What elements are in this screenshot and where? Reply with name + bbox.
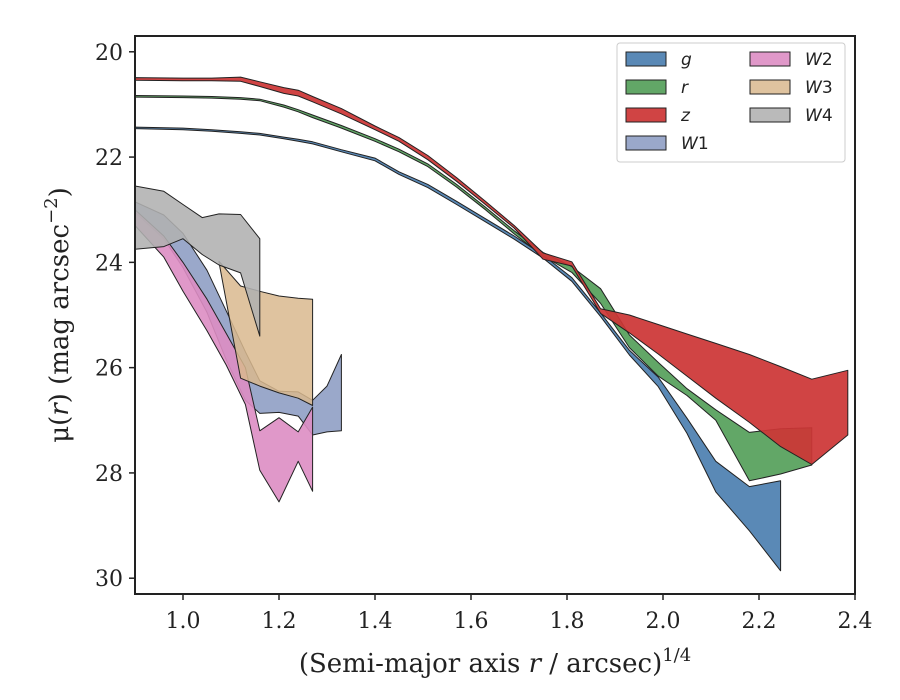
band-w2 (135, 209, 314, 503)
legend: grz W1 W2 W3 W4 (616, 42, 846, 163)
legend-label-w3: W3 (805, 78, 833, 98)
legend-swatch-w3 (749, 79, 791, 95)
y-axis-title: μ(r) (mag arcsec−2) (41, 187, 75, 443)
legend-swatch-w2 (749, 51, 791, 67)
x-tick-label: 1.0 (166, 609, 201, 634)
y-axis: 20 22 24 26 28 30 (95, 41, 135, 592)
y-tick-label: 24 (95, 251, 123, 276)
y-tick-label: 22 (95, 146, 123, 171)
legend-swatch-w4 (749, 107, 791, 123)
x-tick-label: 1.8 (550, 609, 585, 634)
legend-label-w4: W4 (805, 106, 833, 126)
band-z (135, 76, 849, 465)
legend-label-z: z (680, 106, 691, 126)
x-tick-label: 1.4 (358, 609, 393, 634)
x-tick-label: 1.6 (454, 609, 489, 634)
band-g (135, 126, 782, 572)
legend-label-w1: W1 (681, 134, 709, 154)
bands-layer (135, 76, 849, 572)
legend-swatch-z (625, 107, 667, 123)
plot-frame (134, 35, 856, 595)
legend-label-r: r (681, 78, 689, 98)
legend-swatch-g (625, 51, 667, 67)
legend-swatch-w1 (625, 135, 667, 151)
x-tick-label: 2.2 (742, 609, 777, 634)
band-w3 (218, 260, 314, 406)
y-tick-label: 28 (95, 462, 123, 487)
legend-label-w2: W2 (805, 50, 833, 70)
x-tick-label: 2.0 (646, 609, 681, 634)
x-axis-title: (Semi-major axis r / arcsec)1/4 (299, 645, 691, 679)
y-tick-label: 20 (95, 41, 123, 66)
x-axis: 1.0 1.2 1.4 1.6 1.8 2.0 2.2 2.4 (166, 594, 873, 634)
legend-swatch-r (625, 79, 667, 95)
legend-label-g: g (681, 50, 692, 70)
legend-frame (616, 42, 846, 163)
y-tick-label: 26 (95, 357, 123, 382)
x-tick-label: 2.4 (838, 609, 873, 634)
x-tick-label: 1.2 (262, 609, 297, 634)
band-w4 (135, 185, 261, 337)
y-tick-label: 30 (95, 567, 123, 592)
